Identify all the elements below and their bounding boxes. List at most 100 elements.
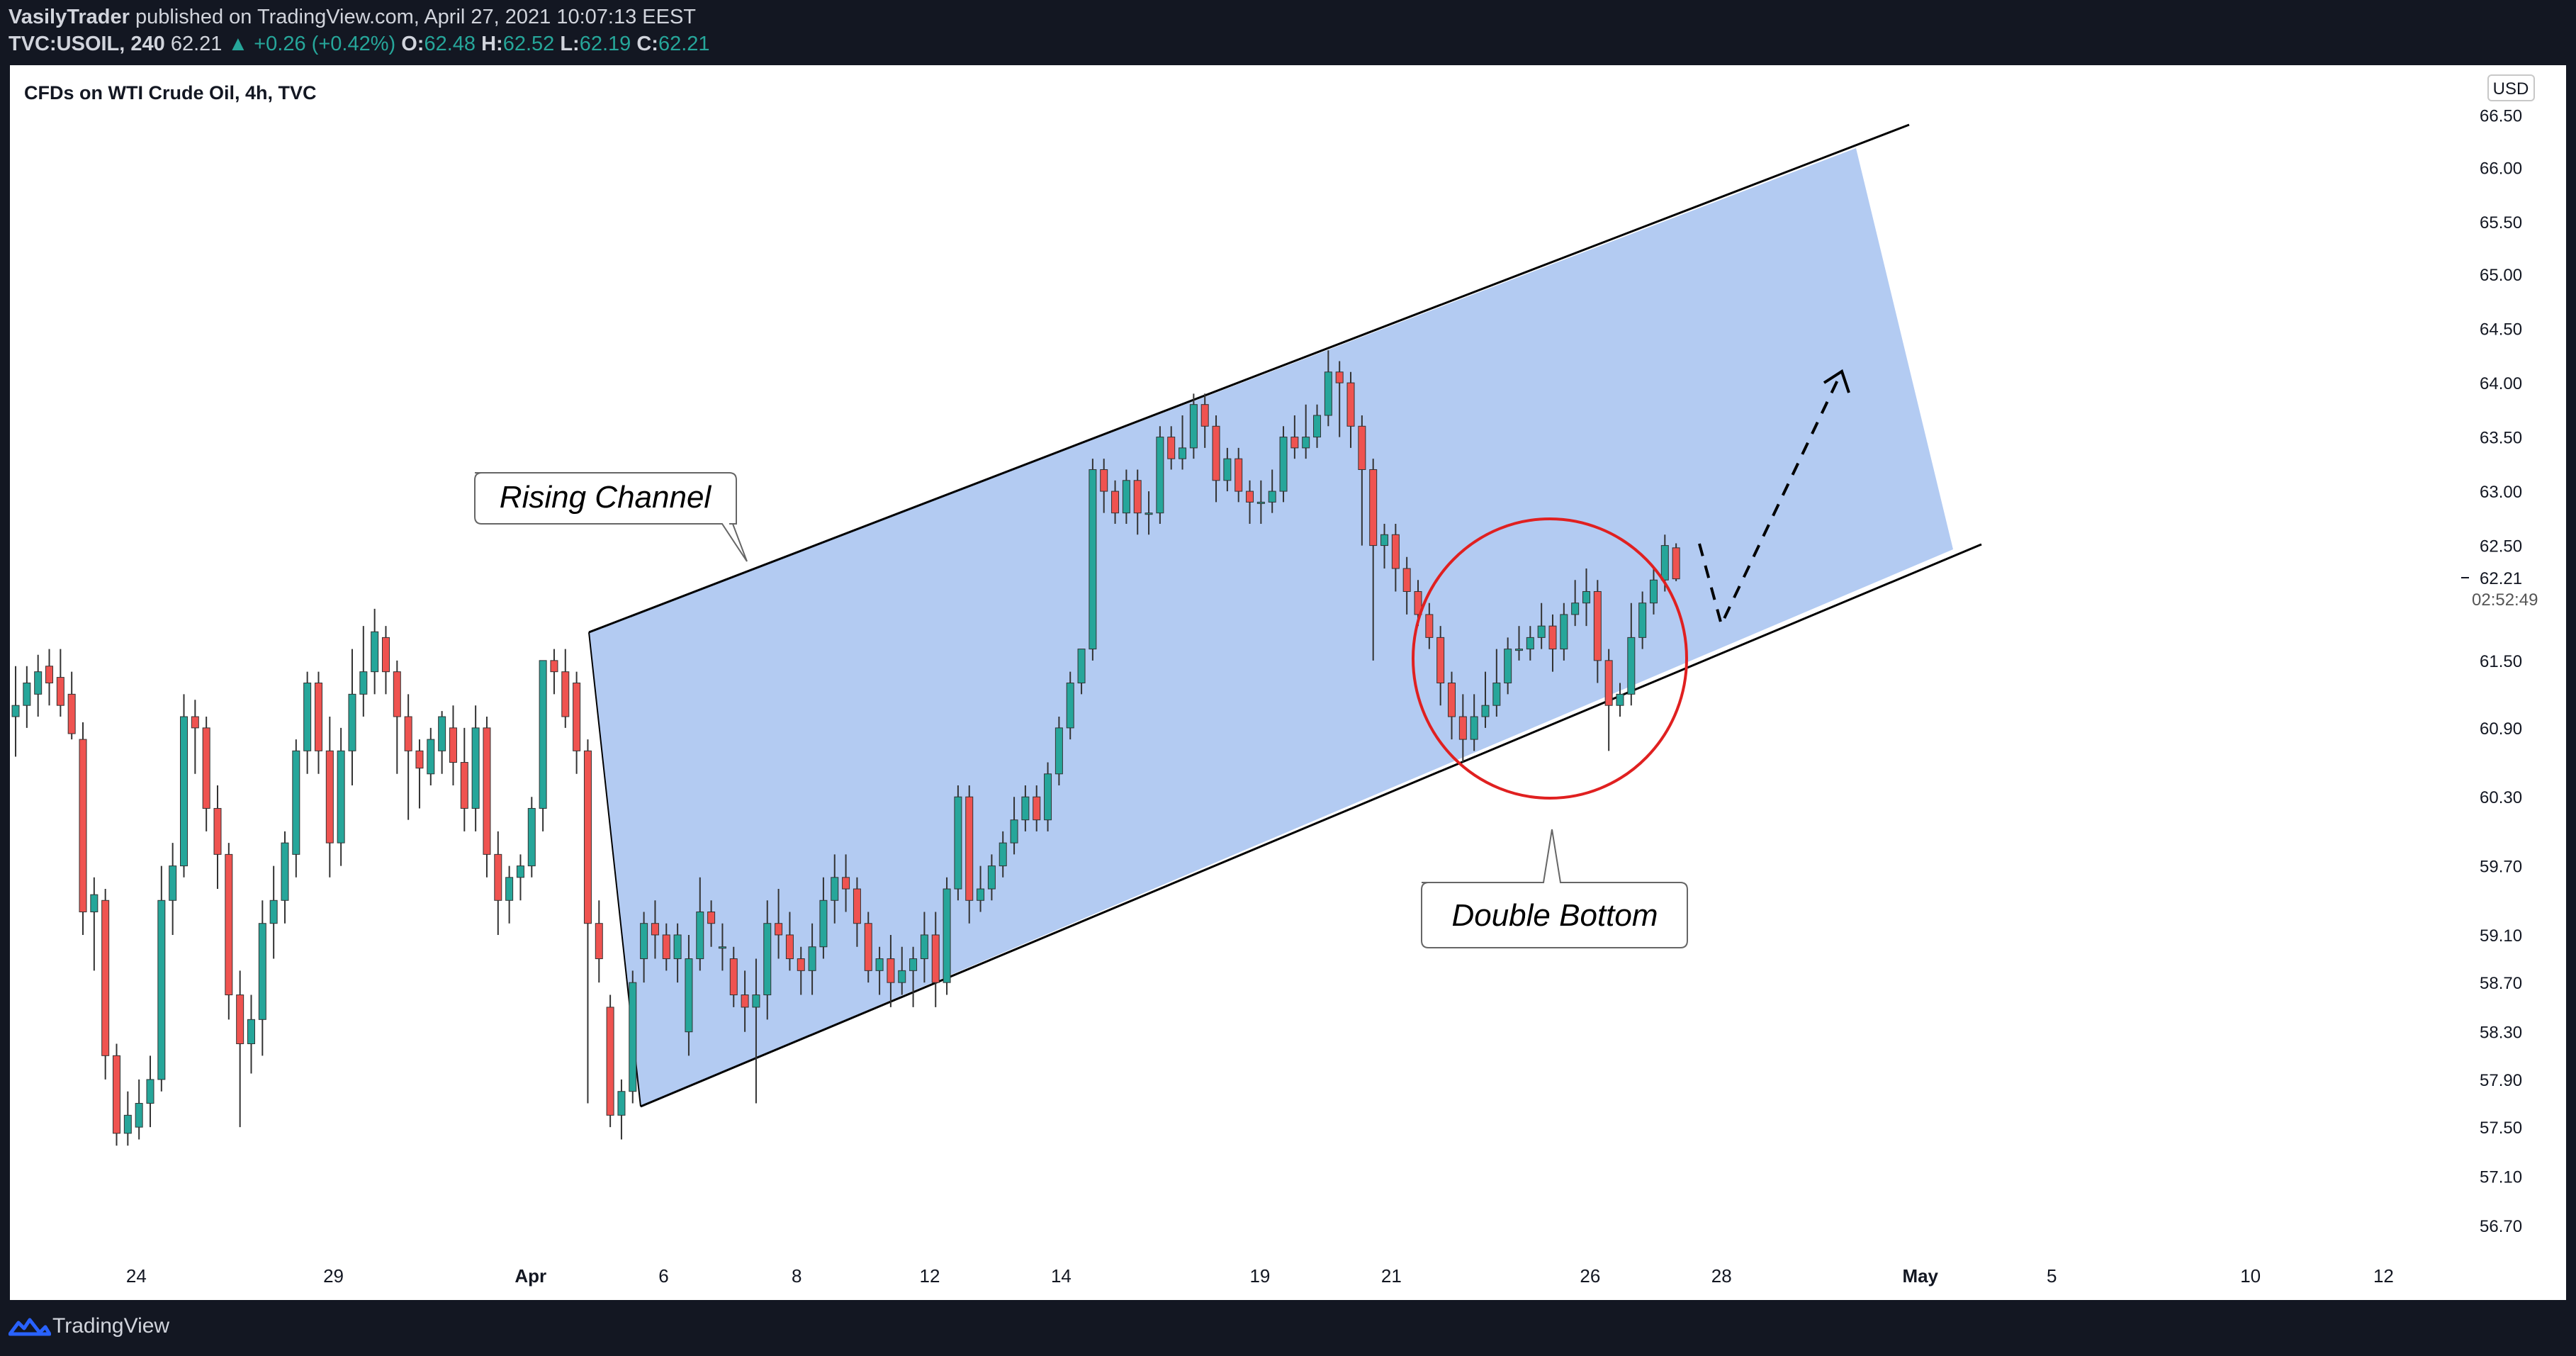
candle-body: [617, 1091, 626, 1116]
candle-body: [583, 750, 592, 924]
candle-body: [1200, 404, 1209, 427]
candle-body: [1481, 705, 1490, 717]
candle-body: [236, 994, 244, 1045]
candle-body: [662, 934, 670, 960]
channel-upper-line[interactable]: [588, 123, 1910, 634]
y-tick-label: 57.10: [2480, 1168, 2522, 1187]
candle-body: [381, 637, 390, 673]
candle-body: [191, 716, 199, 729]
candle-body: [1402, 568, 1411, 592]
candle-body: [1470, 716, 1478, 740]
candle-body: [202, 727, 210, 809]
candle-body: [1515, 649, 1524, 651]
candle-body: [539, 660, 547, 809]
candle-body: [1066, 683, 1074, 729]
candle-body: [427, 739, 435, 775]
x-tick-label: 8: [792, 1265, 802, 1287]
y-tick-label: 64.00: [2480, 374, 2522, 393]
candle-body: [898, 970, 906, 983]
rising-channel[interactable]: [588, 123, 1982, 1108]
y-tick-label: 62.50: [2480, 537, 2522, 556]
candle-body: [494, 853, 502, 901]
price-axis[interactable]: 66.50 66.00 65.50 65.00 64.50 64.00 63.50 63.00…: [2480, 106, 2522, 1236]
candle-body: [763, 923, 772, 996]
candle-body: [1279, 437, 1288, 492]
current-price-marker[interactable]: 62.21 02:52:49: [2461, 569, 2538, 610]
y-tick-label: 59.10: [2480, 926, 2522, 946]
candle-body: [1526, 637, 1534, 650]
tradingview-logo-icon[interactable]: [9, 1313, 51, 1341]
candle-body: [685, 958, 693, 1033]
y-tick-label: 65.00: [2480, 266, 2522, 285]
channel-lower-line[interactable]: [640, 543, 1982, 1108]
candle-body: [1593, 590, 1602, 661]
candle-body: [1492, 683, 1501, 706]
currency-badge[interactable]: USD: [2487, 74, 2535, 101]
candle-body: [303, 683, 312, 751]
candle-body: [629, 982, 637, 1092]
candle-body: [1458, 716, 1467, 740]
candle-body: [90, 894, 99, 912]
y-tick-label: 60.30: [2480, 788, 2522, 807]
candle-body: [987, 865, 996, 890]
y-tick-label: 65.50: [2480, 213, 2522, 232]
candle-body: [371, 631, 379, 673]
rising-channel-callout[interactable]: Rising Channel: [474, 472, 748, 562]
candle-body: [864, 923, 872, 971]
current-price-label: 62.21: [2480, 569, 2522, 588]
candle-body: [1660, 545, 1669, 581]
close-value: 62.21: [658, 33, 710, 55]
candle-body: [797, 958, 805, 971]
candle-body: [1302, 437, 1310, 449]
candle-body: [527, 807, 536, 867]
candle-body: [269, 900, 278, 924]
candle-body: [741, 994, 749, 1008]
y-tick-label: 66.00: [2480, 159, 2522, 178]
chart-canvas[interactable]: 66.50 66.00 65.50 65.00 64.50 64.00 63.50 63.00…: [10, 65, 2566, 1300]
candle-body: [101, 900, 110, 1056]
currency-badge-box: [2487, 74, 2535, 101]
y-tick-label: 61.50: [2480, 652, 2522, 671]
currency-label: USD: [2493, 79, 2529, 99]
candle-body: [1358, 425, 1366, 470]
candle-body: [281, 842, 289, 901]
candle-body: [23, 683, 31, 706]
double-bottom-circle[interactable]: [1412, 517, 1688, 800]
candle-body: [1616, 693, 1624, 706]
time-axis[interactable]: 24 29 Apr 6 8 12 14 19 21 26 28 May 5 10 12: [126, 1265, 2394, 1287]
forecast-arrowhead-icon: [1823, 369, 1850, 393]
candle-body: [213, 807, 222, 855]
candle-body: [1548, 625, 1557, 650]
candle-body: [79, 739, 87, 912]
x-tick-label: 28: [1711, 1265, 1732, 1287]
y-tick-label: 64.50: [2480, 320, 2522, 340]
symbol-name[interactable]: TVC:USOIL, 240: [9, 33, 165, 55]
candle-body: [1033, 796, 1041, 821]
candle-body: [1649, 579, 1658, 604]
candle-body: [225, 853, 233, 996]
chart-pane[interactable]: 66.50 66.00 65.50 65.00 64.50 64.00 63.50 63.00…: [10, 65, 2566, 1300]
candle-body: [483, 727, 491, 855]
candle-body: [404, 716, 412, 751]
candle-body: [875, 958, 884, 971]
candle-body: [640, 923, 648, 960]
rising-channel-callout-box: [474, 472, 748, 562]
candle-body: [718, 946, 726, 949]
forecast-arrow: [1698, 369, 1850, 629]
candle-body: [146, 1079, 154, 1104]
candle-body: [157, 900, 166, 1080]
candle-body: [606, 1007, 614, 1116]
candle-body: [258, 923, 266, 1020]
candle-body: [673, 934, 682, 960]
tradingview-brand[interactable]: TradingView: [52, 1314, 170, 1338]
high-value: 62.52: [502, 33, 555, 55]
candle-body: [1256, 501, 1265, 504]
candle-body: [1571, 603, 1580, 615]
double-bottom-callout[interactable]: Double Bottom: [1421, 829, 1688, 948]
candle-body: [123, 1114, 132, 1134]
candle-body: [314, 683, 322, 751]
candle-body: [359, 671, 368, 695]
candle-body: [887, 958, 895, 983]
author-name[interactable]: VasilyTrader: [9, 6, 130, 28]
candle-body: [831, 877, 839, 901]
